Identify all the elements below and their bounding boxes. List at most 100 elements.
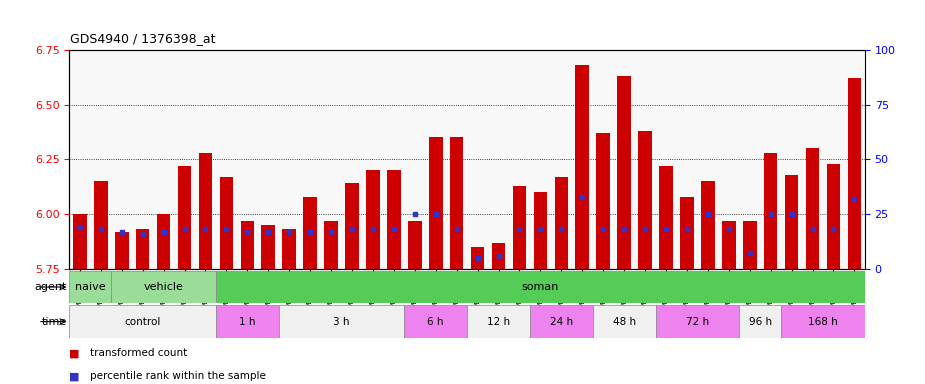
Bar	[429, 137, 442, 269]
Bar	[408, 221, 422, 269]
Bar	[743, 221, 757, 269]
Text: percentile rank within the sample: percentile rank within the sample	[90, 371, 265, 381]
Bar	[303, 197, 317, 269]
Bar	[219, 177, 233, 269]
Bar	[467, 305, 530, 338]
Bar	[575, 65, 589, 269]
Bar	[781, 305, 865, 338]
Text: GDS4940 / 1376398_at: GDS4940 / 1376398_at	[70, 32, 216, 45]
Bar	[660, 166, 672, 269]
Bar	[701, 181, 715, 269]
Bar	[492, 243, 505, 269]
Point	[156, 228, 171, 235]
Point	[659, 226, 673, 232]
Text: 72 h: 72 h	[685, 316, 709, 327]
Point	[240, 228, 254, 235]
Text: time: time	[42, 316, 67, 327]
Bar	[512, 185, 526, 269]
Bar	[115, 232, 129, 269]
Bar	[199, 153, 212, 269]
Point	[491, 253, 506, 259]
Bar	[240, 221, 254, 269]
Point	[533, 226, 548, 232]
Text: 1 h: 1 h	[239, 316, 255, 327]
Bar	[366, 170, 380, 269]
Bar	[739, 305, 781, 338]
Point	[387, 226, 401, 232]
Point	[261, 228, 276, 235]
Bar	[94, 181, 107, 269]
Point	[135, 231, 150, 237]
Point	[805, 226, 820, 232]
Point	[282, 228, 297, 235]
Bar	[638, 131, 652, 269]
Point	[617, 226, 632, 232]
Text: transformed count: transformed count	[90, 348, 187, 358]
Bar	[69, 305, 216, 338]
Bar	[554, 177, 568, 269]
Text: 3 h: 3 h	[333, 316, 350, 327]
Point	[302, 228, 317, 235]
Bar	[262, 225, 275, 269]
Point	[596, 226, 611, 232]
Point	[743, 250, 758, 257]
Bar	[471, 247, 485, 269]
Bar	[387, 170, 401, 269]
Point	[115, 228, 130, 235]
Bar	[617, 76, 631, 269]
Point	[177, 226, 191, 232]
Point	[324, 228, 339, 235]
Point	[93, 226, 108, 232]
Bar	[534, 192, 548, 269]
Point	[407, 211, 422, 217]
Bar	[722, 221, 735, 269]
Bar	[136, 229, 150, 269]
Text: ■: ■	[69, 371, 80, 381]
Bar	[597, 133, 610, 269]
Bar	[69, 271, 111, 303]
Text: 168 h: 168 h	[808, 316, 838, 327]
Bar	[278, 305, 404, 338]
Point	[784, 211, 799, 217]
Bar	[111, 271, 216, 303]
Point	[198, 226, 213, 232]
Text: 96 h: 96 h	[748, 316, 771, 327]
Bar	[73, 214, 87, 269]
Bar	[827, 164, 840, 269]
Bar	[680, 197, 694, 269]
Point	[847, 196, 862, 202]
Point	[722, 226, 736, 232]
Bar	[656, 305, 739, 338]
Bar	[847, 78, 861, 269]
Point	[219, 226, 234, 232]
Point	[365, 226, 380, 232]
Bar	[178, 166, 191, 269]
Text: 48 h: 48 h	[612, 316, 635, 327]
Text: 12 h: 12 h	[487, 316, 510, 327]
Point	[470, 255, 485, 261]
Bar	[345, 184, 359, 269]
Text: ■: ■	[69, 348, 80, 358]
Point	[428, 211, 443, 217]
Bar	[806, 149, 820, 269]
Text: 24 h: 24 h	[549, 316, 573, 327]
Point	[680, 226, 695, 232]
Point	[637, 226, 652, 232]
Point	[72, 224, 87, 230]
Text: control: control	[125, 316, 161, 327]
Bar	[404, 305, 467, 338]
Bar	[530, 305, 593, 338]
Bar	[450, 137, 463, 269]
Bar	[764, 153, 778, 269]
Bar	[156, 214, 170, 269]
Bar	[593, 305, 656, 338]
Point	[574, 194, 589, 200]
Point	[554, 226, 569, 232]
Point	[700, 211, 715, 217]
Text: agent: agent	[34, 282, 67, 292]
Point	[345, 226, 360, 232]
Bar	[282, 229, 296, 269]
Point	[512, 226, 527, 232]
Point	[450, 226, 464, 232]
Point	[826, 226, 841, 232]
